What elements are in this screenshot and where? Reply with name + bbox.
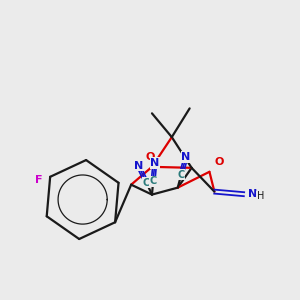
Text: F: F	[35, 175, 42, 185]
Text: N: N	[150, 158, 159, 168]
Text: O: O	[214, 157, 224, 167]
Text: N: N	[134, 161, 143, 171]
Text: C: C	[178, 170, 185, 180]
Text: O: O	[145, 152, 155, 162]
Text: H: H	[257, 191, 264, 201]
Text: N: N	[248, 189, 257, 199]
Text: N: N	[181, 152, 190, 162]
Text: C: C	[143, 178, 150, 188]
Text: C: C	[149, 176, 157, 186]
